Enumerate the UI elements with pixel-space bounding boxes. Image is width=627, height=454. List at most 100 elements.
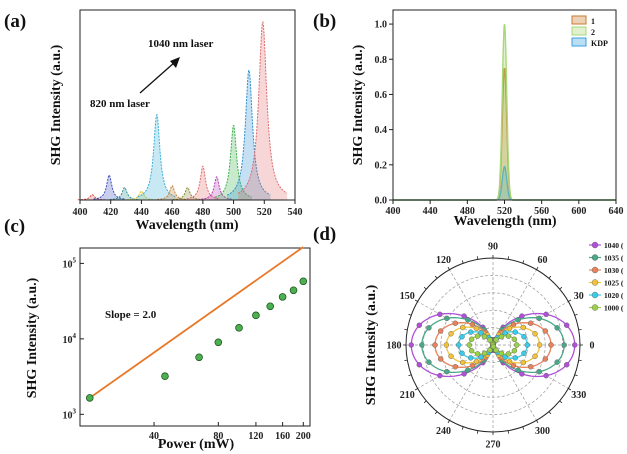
panel-b-xlabel: Wavelength (nm) [453,214,556,229]
panel-d: (d) 0 30 60 90 120 150 180 210 240 270 300 330 SHG … [313,224,624,451]
panel-a: (a) 400 420 440 460 480 500 520 540 Wavelength … [4,9,303,233]
polar-spoke [417,301,494,346]
panel-b: (b) 400 440 480 520 560 600 640 0.00.20.40.60.… [313,9,624,229]
polar-point [505,333,512,339]
polar-tick [568,299,572,302]
polar-point [536,368,542,375]
panel-b-label: (b) [313,11,336,32]
data-point [161,372,169,380]
polar-point [437,356,444,362]
polar-point [548,342,554,348]
angle-label: 30 [574,291,584,302]
data-point [235,324,243,332]
legend-label: 1000 ( [604,304,624,313]
panel-d-curves [408,311,578,379]
polar-point [473,358,480,365]
polar-tick [423,286,427,290]
polar-point [467,355,474,361]
panel-a-xaxis: 400 420 440 460 480 500 520 540 [73,200,303,218]
panel-a-frame [79,9,296,201]
polar-point [506,325,513,332]
data-point [214,338,223,347]
polar-tick [578,359,582,362]
x-tick-label: 440 [134,207,149,218]
polar-tick [559,286,563,290]
polar-point [465,367,471,373]
y-tick-label: 0.2 [375,160,388,171]
angle-label: 240 [436,426,451,437]
y-tick-label: 105 [63,256,77,270]
y-tick-label: 0.8 [375,55,388,66]
polar-spoke [449,269,494,346]
angle-label: 90 [488,242,498,253]
polar-point [469,321,476,328]
panel-d-label: (d) [313,224,336,245]
polar-tick [414,299,418,302]
polar-tick [476,256,479,260]
legend-marker [591,266,599,274]
panel-b-lines [393,23,616,201]
polar-point [511,336,518,342]
angle-label: 120 [436,255,451,266]
polar-tick [578,328,582,331]
polar-point [498,350,505,357]
polar-point [532,331,538,337]
y-tick-label: 0.4 [375,125,388,136]
peak-10-area [227,70,271,200]
series-1-area [393,68,616,200]
y-tick-label: 1.0 [375,20,388,31]
legend-marker [591,241,599,249]
polar-point [510,362,517,369]
x-tick-label: 80 [213,431,223,442]
x-tick-label: 540 [288,207,303,218]
data-point [195,353,203,362]
x-tick-label: 600 [571,206,586,217]
polar-point [554,325,560,331]
polar-point [515,367,521,373]
polar-tick [476,430,479,434]
panel-b-xaxis: 400 440 480 520 560 600 640 [386,200,624,217]
polar-point [510,321,517,328]
x-tick-label: 400 [73,207,88,218]
x-tick-label: 500 [226,207,241,218]
panel-c-ylabel: SHG Intensity (a.u.) [25,277,40,398]
polar-point [543,311,549,318]
angle-label: 210 [400,390,415,401]
polar-tick [434,275,438,279]
data-point [85,394,94,402]
polar-tick [568,388,572,391]
peak-1-line [93,174,125,200]
polar-tick [408,313,412,316]
annotation-arrow-head [170,57,180,68]
polar-point [481,350,488,357]
polar-point [460,359,466,366]
polar-point [469,362,476,369]
polar-tick [574,374,578,377]
panel-a-label: (a) [4,11,26,32]
x-tick-label: 520 [497,206,512,217]
polar-point [452,364,458,370]
polar-point [448,331,454,337]
panel-c-xaxis: 40 80 120 160 200 [149,422,311,442]
polar-point [528,364,534,370]
panel-c-xlabel: Power (mW) [158,437,235,452]
polar-tick [536,420,539,424]
polar-point [506,358,513,365]
polar-point [437,372,443,379]
polar-tick [423,400,427,404]
series-KDP-area [393,166,616,200]
polar-point [426,325,432,331]
annotation-820-laser: 820 nm laser [90,98,150,110]
legend-label: 1020 ( [604,291,624,300]
polar-point [520,324,526,331]
peak-8-line [201,176,232,200]
legend-marker [591,254,599,261]
x-tick-label: 40 [149,431,159,442]
polar-point [512,355,519,361]
polar-tick [548,411,552,415]
panel-d-legend: 1040 (1035 (1030 (1025 (1020 (1000 ( [589,241,624,313]
polar-spoke [449,344,494,421]
angle-label: 180 [387,341,402,352]
polar-point [561,342,567,348]
